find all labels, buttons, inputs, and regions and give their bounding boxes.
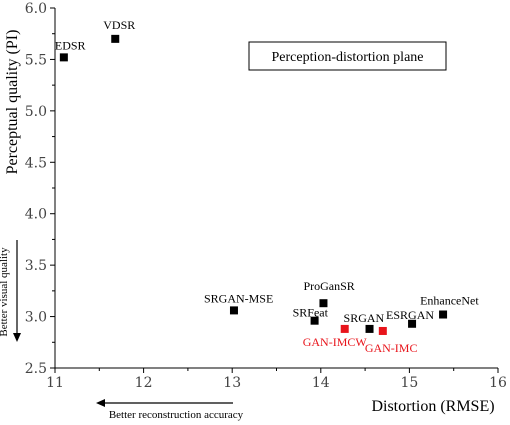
better-reconstruction-label: Better reconstruction accuracy <box>109 409 244 421</box>
x-tick-label: 15 <box>400 375 418 391</box>
y-tick-label: 4.0 <box>25 207 47 223</box>
point-label-gan-imcw: GAN-IMCW <box>303 335 368 349</box>
better-reconstruction-annotation: Better reconstruction accuracy <box>96 399 244 421</box>
x-axis-label: Distortion (RMSE) <box>371 398 494 415</box>
y-tick-label: 6.0 <box>25 1 47 17</box>
point-enhancenet <box>439 310 448 319</box>
ticks: 11 12 13 14 15 16 2.5 3.0 3.5 4.0 4.5 5.0 5.5 6.0 <box>25 1 507 391</box>
chart-title-box <box>248 41 447 71</box>
x-tick-label: 16 <box>489 375 507 391</box>
point-label-srfeat: SRFeat <box>293 306 329 320</box>
x-tick-label: 12 <box>135 375 153 391</box>
point-srfeat <box>310 316 319 325</box>
point-esrgan <box>408 319 417 328</box>
point-label-srgan-mse: SRGAN-MSE <box>204 291 273 305</box>
chart-title: Perception-distortion plane <box>271 50 423 65</box>
x-tick-label: 13 <box>223 375 241 391</box>
point-label-gan-imc: GAN-IMC <box>365 341 418 355</box>
data-points: EDSR VDSR SRGAN-MSE ProGanSR SRFeat SRGAN ESRG… <box>55 18 480 355</box>
point-label-esrgan: ESRGAN <box>386 308 434 322</box>
left-arrow-head <box>96 399 105 407</box>
point-srgan <box>365 324 374 333</box>
point-gan-imc <box>378 326 387 335</box>
point-edsr <box>59 53 68 62</box>
point-srgan-mse <box>229 306 238 315</box>
down-arrow-head <box>13 333 21 342</box>
y-tick-label: 4.5 <box>25 155 47 171</box>
better-visual-label: Better visual quality <box>0 247 10 337</box>
point-label-vdsr: VDSR <box>103 18 135 32</box>
point-label-progansr: ProGanSR <box>303 279 354 293</box>
point-label-srgan: SRGAN <box>344 311 385 325</box>
x-tick-label: 11 <box>46 375 64 391</box>
point-label-enhancenet: EnhanceNet <box>420 294 479 308</box>
point-gan-imcw <box>340 324 349 333</box>
y-tick-label: 5.0 <box>25 104 47 120</box>
point-label-edsr: EDSR <box>55 38 86 52</box>
point-vdsr <box>111 34 120 43</box>
point-progansr <box>319 299 328 308</box>
x-tick-label: 14 <box>312 375 330 391</box>
y-tick-label: 3.5 <box>25 258 47 274</box>
better-visual-annotation: Better visual quality <box>0 240 21 342</box>
y-tick-label: 5.5 <box>25 52 47 68</box>
y-tick-label: 2.5 <box>25 361 47 377</box>
y-axis-label: Perceptual quality (PI) <box>4 30 21 175</box>
y-tick-label: 3.0 <box>25 310 47 326</box>
